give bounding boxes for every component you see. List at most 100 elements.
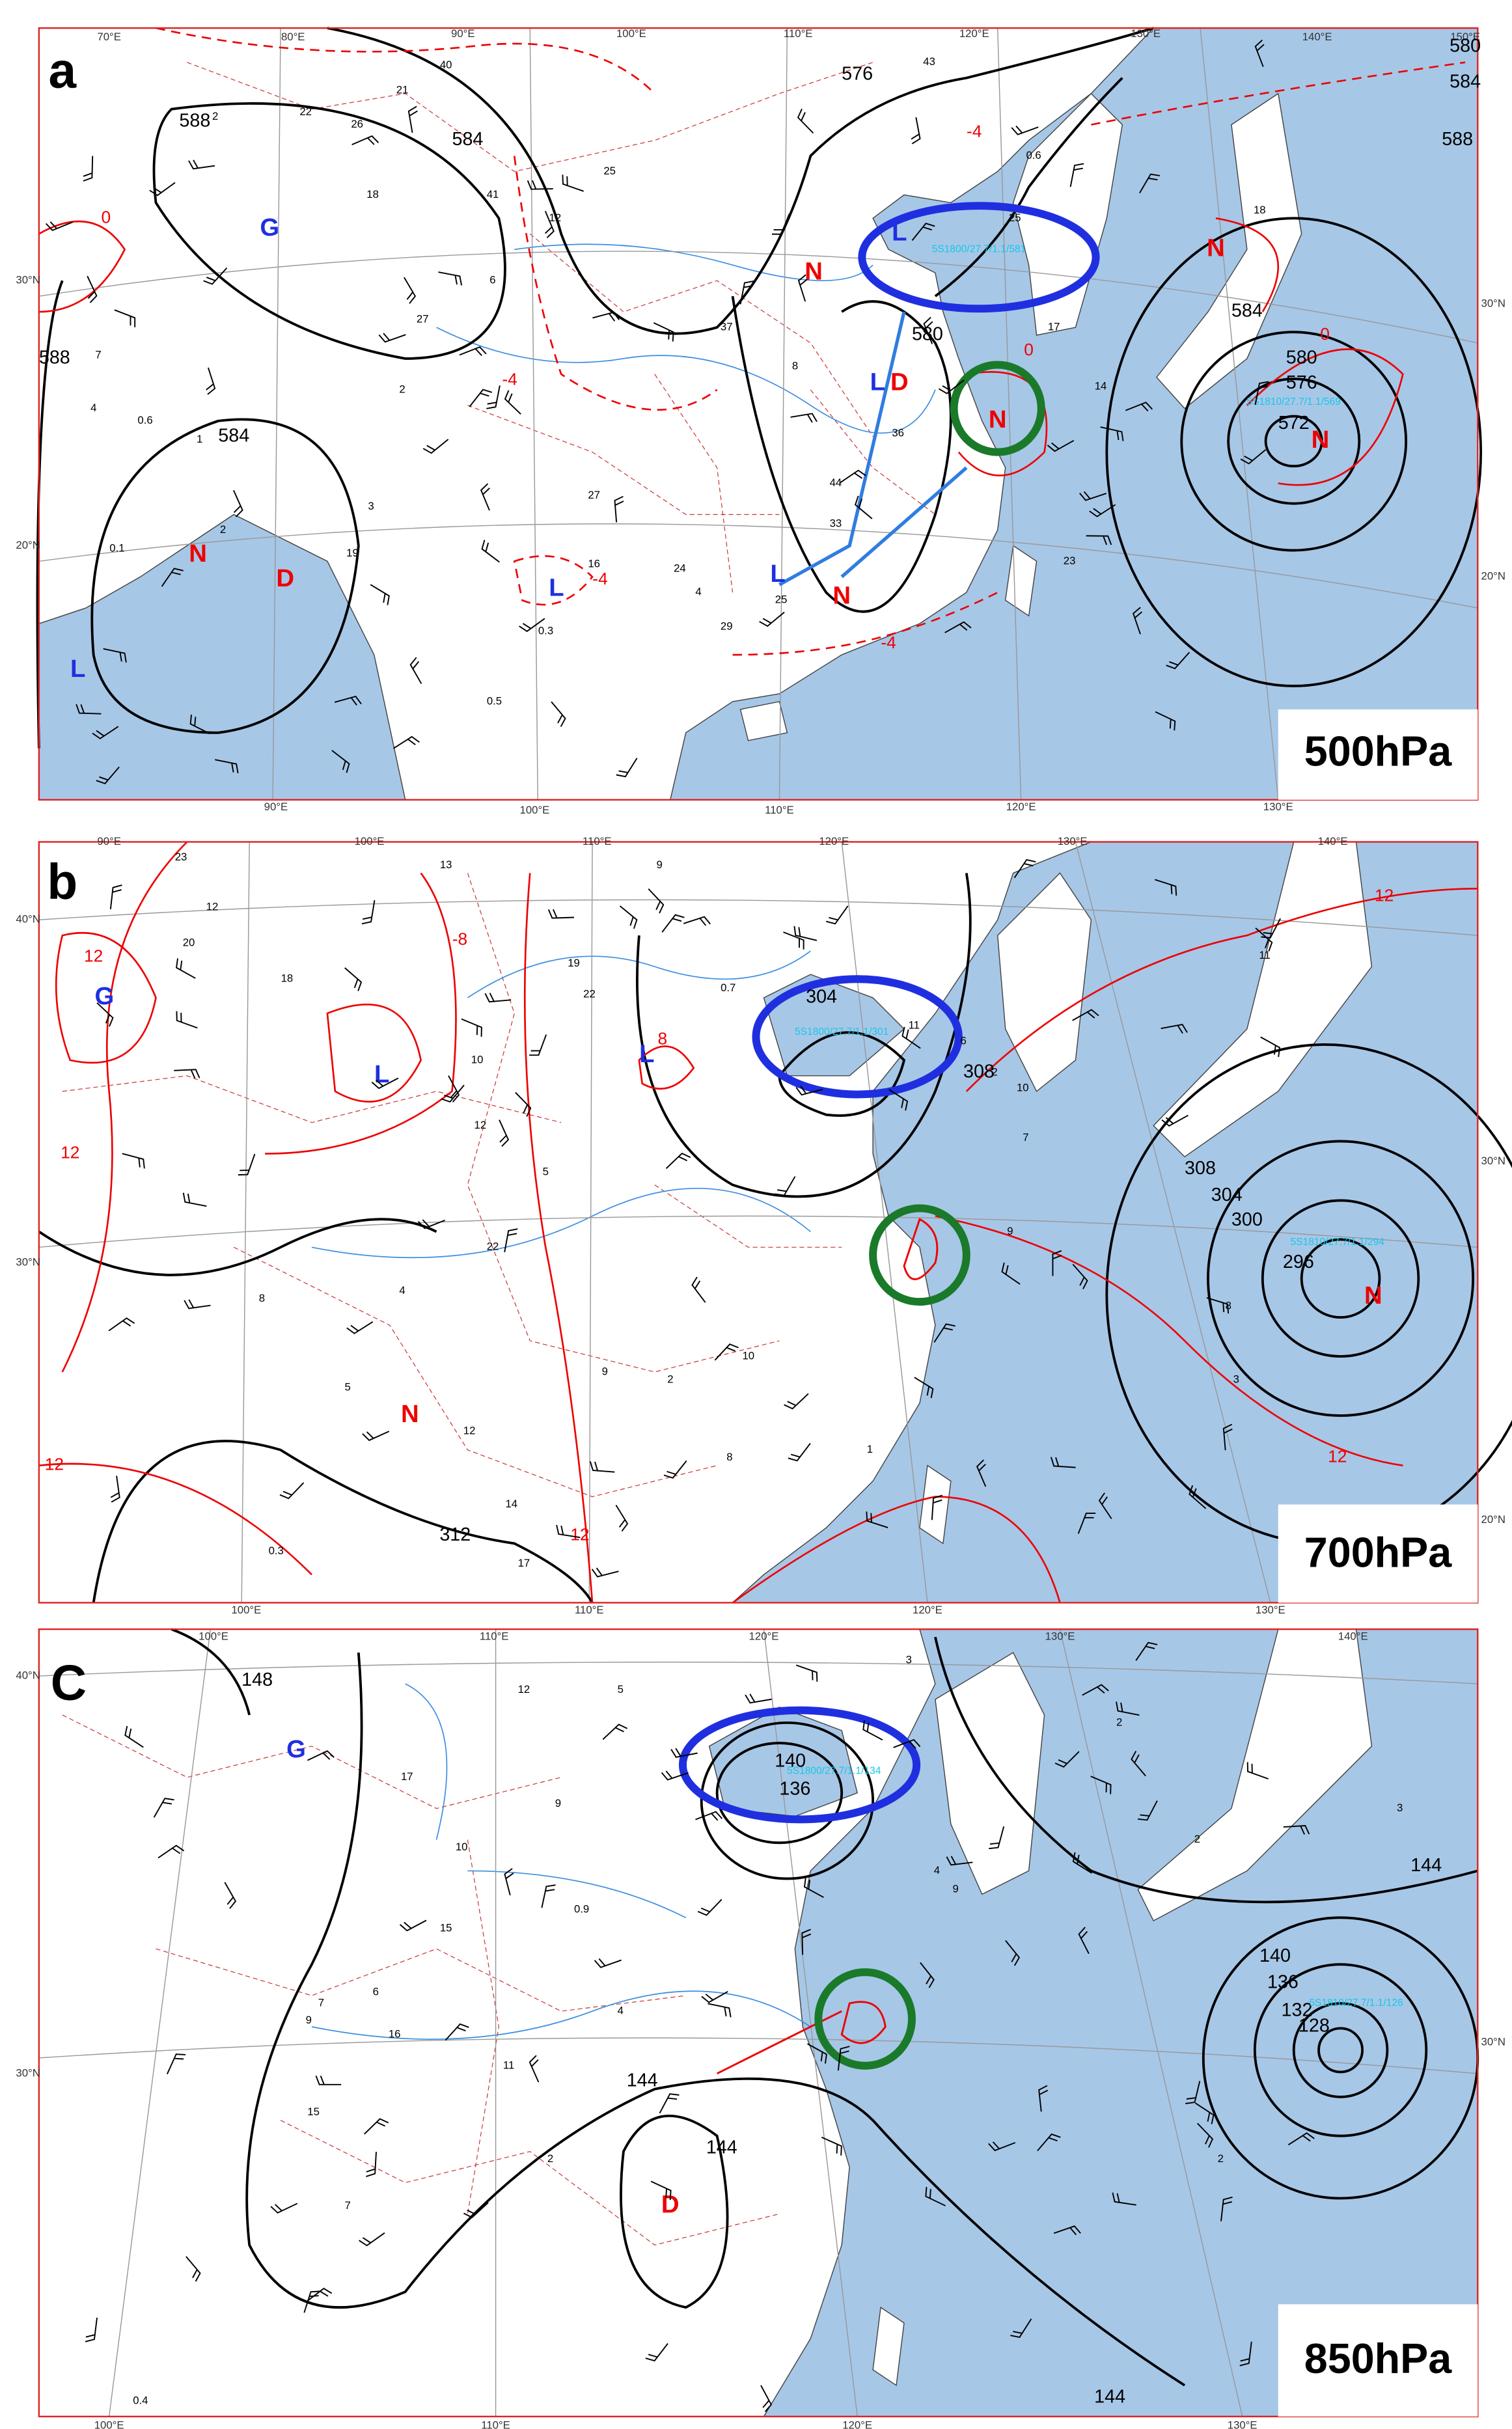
- height-contour-label: 584: [452, 129, 483, 150]
- wind-barb: [691, 1276, 706, 1303]
- wind-barb: [1047, 439, 1075, 452]
- station-value: 5: [345, 1380, 351, 1393]
- contour-line: [152, 102, 506, 360]
- height-contour-label: 584: [1450, 72, 1481, 92]
- station-value: 10: [471, 1053, 484, 1065]
- wind-barb: [1089, 504, 1116, 517]
- panel-letter: C: [51, 1656, 87, 1711]
- coordinate-label: 130°E: [1045, 1630, 1075, 1643]
- station-value: 4: [618, 2004, 624, 2016]
- station-value: 26: [351, 118, 363, 130]
- pressure-system: L: [639, 1040, 654, 1068]
- station-value: 0.6: [137, 414, 152, 426]
- temperature-line: [38, 217, 1404, 486]
- korea: [997, 872, 1092, 1092]
- station-value: 11: [1259, 949, 1270, 961]
- wind-barb: [783, 931, 804, 950]
- wind-barb: [1139, 173, 1161, 194]
- wind-barb: [862, 1720, 883, 1741]
- wind-barb: [1079, 491, 1107, 501]
- wind-barb: [1138, 1800, 1158, 1821]
- wind-barb: [793, 926, 818, 941]
- wind-barb: [422, 439, 449, 454]
- station-value: 22: [583, 988, 596, 1000]
- wind-barb: [1090, 1776, 1112, 1794]
- typhoon-annotation: 5S1800/27.7/1.1/301: [795, 1026, 888, 1037]
- pressure-system: N: [1207, 234, 1225, 262]
- wind-barb: [1050, 1457, 1076, 1468]
- station-value: 27: [588, 489, 600, 501]
- wind-barb: [108, 1317, 135, 1332]
- wind-barb: [486, 385, 501, 409]
- wind-barb: [925, 2187, 946, 2206]
- wind-barb: [807, 2043, 827, 2064]
- height-contour-label: 296: [1283, 1252, 1314, 1272]
- wind-barb: [1072, 1009, 1099, 1021]
- wind-barb: [1116, 1701, 1140, 1716]
- height-contour-label: 148: [241, 1669, 273, 1690]
- coordinate-label: 90°E: [264, 801, 288, 813]
- wind-barb: [1072, 1263, 1088, 1289]
- wind-barb: [661, 1770, 689, 1781]
- wind-barb: [1166, 652, 1190, 670]
- coordinate-label: 20°N: [1481, 1513, 1505, 1526]
- station-value: 18: [366, 188, 379, 200]
- pressure-system: G: [95, 982, 115, 1010]
- wind-barb: [1196, 2122, 1214, 2148]
- wind-barb: [203, 268, 228, 285]
- wind-barb: [821, 2136, 842, 2156]
- pressure-system: L: [770, 560, 785, 588]
- wind-barb: [1013, 858, 1036, 879]
- contour-line: [1264, 415, 1323, 468]
- wind-barb: [866, 1511, 888, 1528]
- panel-a-geography: [36, 27, 1483, 801]
- station-value: 3: [1233, 1373, 1239, 1385]
- wind-barb: [797, 274, 808, 302]
- station-value: 10: [456, 1841, 468, 1853]
- station-value: 22: [487, 1241, 499, 1253]
- wind-barb: [801, 1928, 812, 1955]
- wind-barb: [1098, 1492, 1112, 1519]
- wind-barb: [232, 489, 243, 517]
- wind-barb: [1054, 1751, 1080, 1768]
- station-value: 6: [960, 1035, 966, 1047]
- coordinate-label: 100°E: [355, 835, 385, 847]
- wind-barb: [392, 735, 420, 749]
- wind-barb: [616, 758, 638, 778]
- station-value: 3: [906, 1653, 912, 1666]
- wind-barb: [445, 2023, 469, 2041]
- station-value: 6: [373, 1986, 379, 1998]
- typhoon-annotation: 5S1810/27.7/1.1/569: [1247, 396, 1341, 407]
- wind-barb: [87, 275, 98, 303]
- wind-barb: [110, 1475, 120, 1503]
- wind-barb: [795, 1664, 818, 1682]
- coordinate-label: 30°N: [1481, 297, 1505, 310]
- typhoon-contour: [903, 1218, 939, 1280]
- contour-line: [700, 1721, 875, 1880]
- wind-barb: [933, 1323, 955, 1343]
- level-box: [1278, 2304, 1478, 2417]
- coordinate-label: 30°N: [1481, 2035, 1505, 2048]
- trough-line: [778, 311, 968, 586]
- station-value: 2: [220, 523, 226, 536]
- wind-barb: [911, 117, 921, 144]
- station-value: 12: [518, 1683, 530, 1695]
- coordinate-label: 110°E: [481, 2419, 510, 2429]
- wind-barb: [186, 2256, 201, 2282]
- wind-barb: [224, 1882, 237, 1909]
- wind-barb: [85, 2317, 98, 2342]
- wind-barb: [659, 2093, 680, 2114]
- pressure-system: D: [890, 368, 909, 396]
- temperature-line: [38, 841, 1478, 1604]
- wind-barb: [911, 223, 935, 241]
- borders: [62, 1714, 780, 2245]
- wind-barb: [158, 1845, 185, 1859]
- wind-barb: [1001, 1262, 1021, 1285]
- wind-barb: [441, 1084, 465, 1103]
- wind-barb: [1135, 1641, 1158, 1661]
- wind-barb: [409, 657, 422, 684]
- station-value: 16: [588, 558, 600, 570]
- wind-barb: [931, 1494, 943, 1520]
- station-value: 23: [175, 851, 187, 863]
- wind-barb: [614, 495, 624, 523]
